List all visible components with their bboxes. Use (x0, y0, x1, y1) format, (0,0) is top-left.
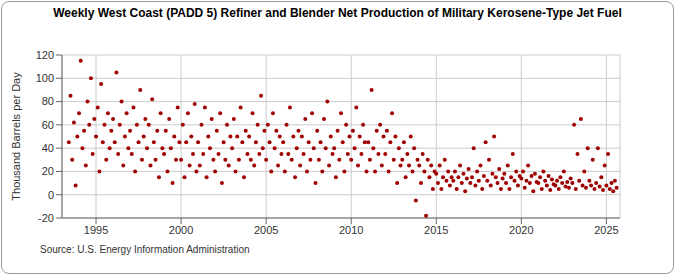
svg-text:2020: 2020 (509, 224, 533, 236)
svg-text:2000: 2000 (169, 224, 193, 236)
svg-text:Thousand Barrels per Day: Thousand Barrels per Day (10, 72, 22, 201)
svg-text:60: 60 (42, 119, 54, 131)
svg-text:-20: -20 (38, 212, 54, 224)
svg-text:2010: 2010 (339, 224, 363, 236)
svg-text:2005: 2005 (254, 224, 278, 236)
svg-text:80: 80 (42, 95, 54, 107)
svg-text:2025: 2025 (594, 224, 618, 236)
svg-text:2015: 2015 (424, 224, 448, 236)
html-text:Source: U.S. Energy Informatio: Source: U.S. Energy Information Administ… (40, 244, 250, 255)
svg-text:100: 100 (36, 72, 54, 84)
svg-text:40: 40 (42, 142, 54, 154)
svg-text:0: 0 (48, 189, 54, 201)
svg-text:20: 20 (42, 165, 54, 177)
svg-text:1995: 1995 (84, 224, 108, 236)
html-text:Weekly West Coast (PADD 5) Ref: Weekly West Coast (PADD 5) Refiner and B… (53, 6, 622, 20)
svg-text:120: 120 (36, 49, 54, 61)
